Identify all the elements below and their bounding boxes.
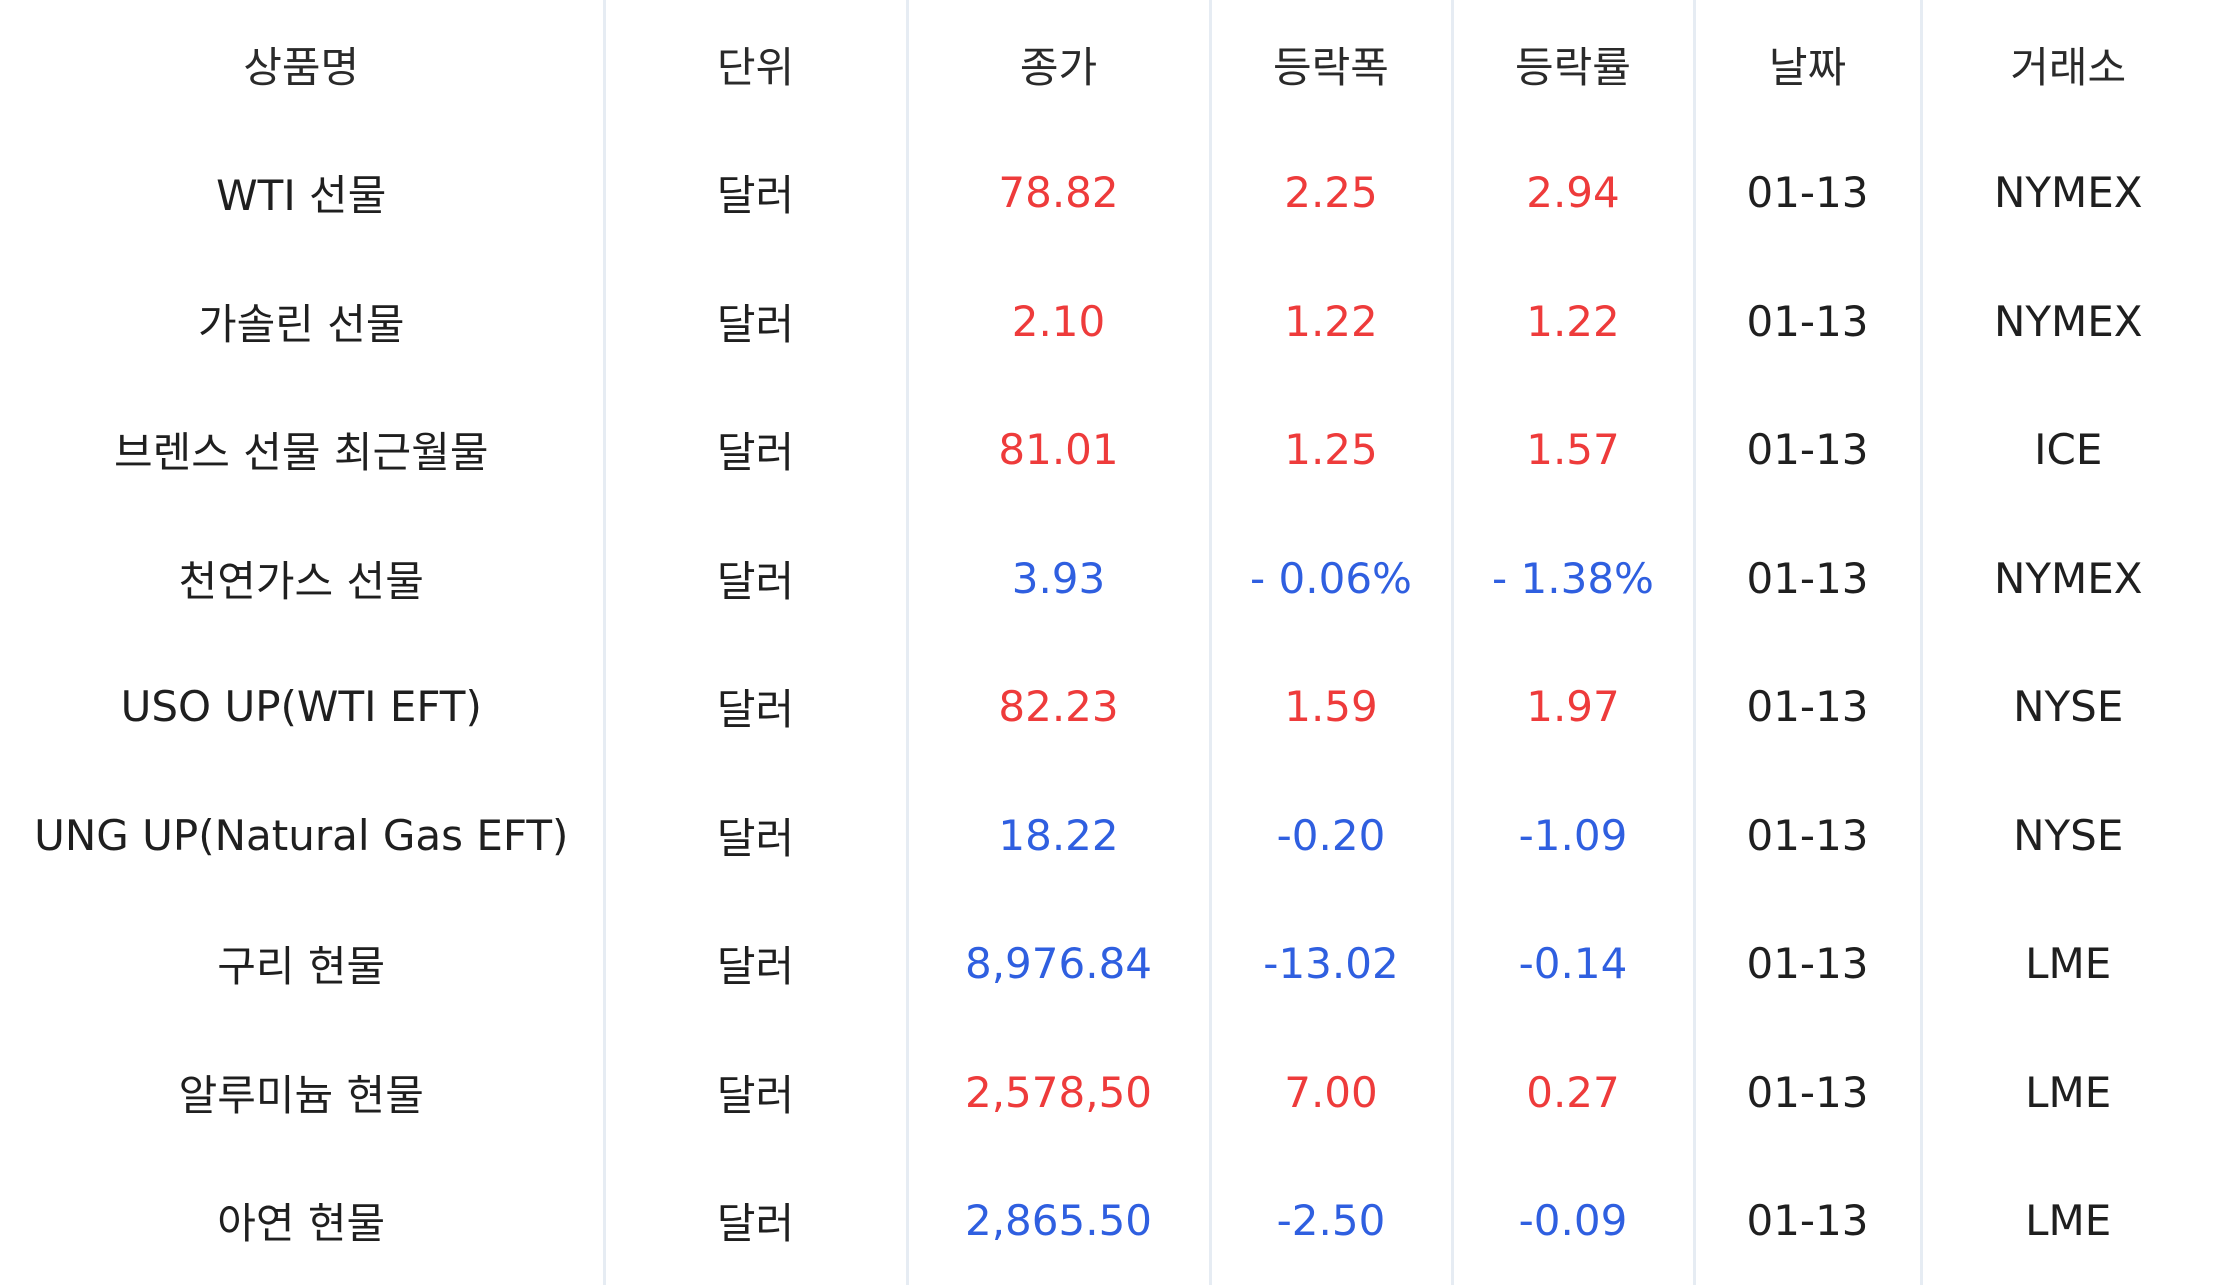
cell-change: 1.22 [1210,257,1452,386]
cell-change-rate: 2.94 [1452,129,1694,258]
cell-product-name: 천연가스 선물 [0,514,604,643]
cell-unit: 달러 [604,771,907,900]
cell-close-price: 3.93 [907,514,1210,643]
cell-date: 01-13 [1694,129,1921,258]
cell-exchange: NYMEX [1921,257,2214,386]
cell-unit: 달러 [604,386,907,515]
cell-exchange: LME [1921,900,2214,1029]
cell-close-price: 2.10 [907,257,1210,386]
cell-product-name: 브렌스 선물 최근월물 [0,386,604,515]
cell-product-name: 구리 현물 [0,900,604,1029]
cell-date: 01-13 [1694,386,1921,515]
cell-change-rate: 1.57 [1452,386,1694,515]
cell-exchange: ICE [1921,386,2214,515]
cell-unit: 달러 [604,900,907,1029]
table-header: 상품명 단위 종가 등락폭 등락률 날짜 거래소 [0,0,2214,129]
header-row: 상품명 단위 종가 등락폭 등락률 날짜 거래소 [0,0,2214,129]
cell-change: -2.50 [1210,1157,1452,1285]
cell-product-name: 아연 현물 [0,1157,604,1285]
cell-change: - 0.06% [1210,514,1452,643]
cell-change-rate: 0.27 [1452,1028,1694,1157]
header-product-name: 상품명 [0,0,604,129]
header-date: 날짜 [1694,0,1921,129]
cell-change-rate: - 1.38% [1452,514,1694,643]
cell-date: 01-13 [1694,514,1921,643]
cell-product-name: UNG UP(Natural Gas EFT) [0,771,604,900]
cell-change-rate: 1.22 [1452,257,1694,386]
cell-unit: 달러 [604,514,907,643]
cell-close-price: 2,865.50 [907,1157,1210,1285]
cell-unit: 달러 [604,1028,907,1157]
cell-date: 01-13 [1694,1157,1921,1285]
cell-product-name: 가솔린 선물 [0,257,604,386]
cell-change: -13.02 [1210,900,1452,1029]
cell-exchange: NYSE [1921,771,2214,900]
cell-unit: 달러 [604,643,907,772]
header-change-rate: 등락률 [1452,0,1694,129]
header-close-price: 종가 [907,0,1210,129]
cell-close-price: 8,976.84 [907,900,1210,1029]
cell-date: 01-13 [1694,771,1921,900]
cell-date: 01-13 [1694,900,1921,1029]
cell-product-name: USO UP(WTI EFT) [0,643,604,772]
cell-close-price: 82.23 [907,643,1210,772]
cell-date: 01-13 [1694,643,1921,772]
cell-close-price: 78.82 [907,129,1210,258]
cell-change: 2.25 [1210,129,1452,258]
cell-change: -0.20 [1210,771,1452,900]
cell-change: 1.25 [1210,386,1452,515]
cell-exchange: NYMEX [1921,514,2214,643]
cell-product-name: 알루미늄 현물 [0,1028,604,1157]
cell-change-rate: -0.09 [1452,1157,1694,1285]
header-unit: 단위 [604,0,907,129]
cell-close-price: 81.01 [907,386,1210,515]
cell-unit: 달러 [604,129,907,258]
cell-exchange: NYSE [1921,643,2214,772]
header-change: 등락폭 [1210,0,1452,129]
cell-date: 01-13 [1694,1028,1921,1157]
cell-exchange: NYMEX [1921,129,2214,258]
cell-close-price: 2,578,50 [907,1028,1210,1157]
header-exchange: 거래소 [1921,0,2214,129]
cell-change: 7.00 [1210,1028,1452,1157]
cell-date: 01-13 [1694,257,1921,386]
cell-exchange: LME [1921,1157,2214,1285]
cell-change-rate: 1.97 [1452,643,1694,772]
cell-unit: 달러 [604,1157,907,1285]
cell-change: 1.59 [1210,643,1452,772]
cell-unit: 달러 [604,257,907,386]
cell-change-rate: -1.09 [1452,771,1694,900]
cell-product-name: WTI 선물 [0,129,604,258]
cell-close-price: 18.22 [907,771,1210,900]
cell-exchange: LME [1921,1028,2214,1157]
cell-change-rate: -0.14 [1452,900,1694,1029]
